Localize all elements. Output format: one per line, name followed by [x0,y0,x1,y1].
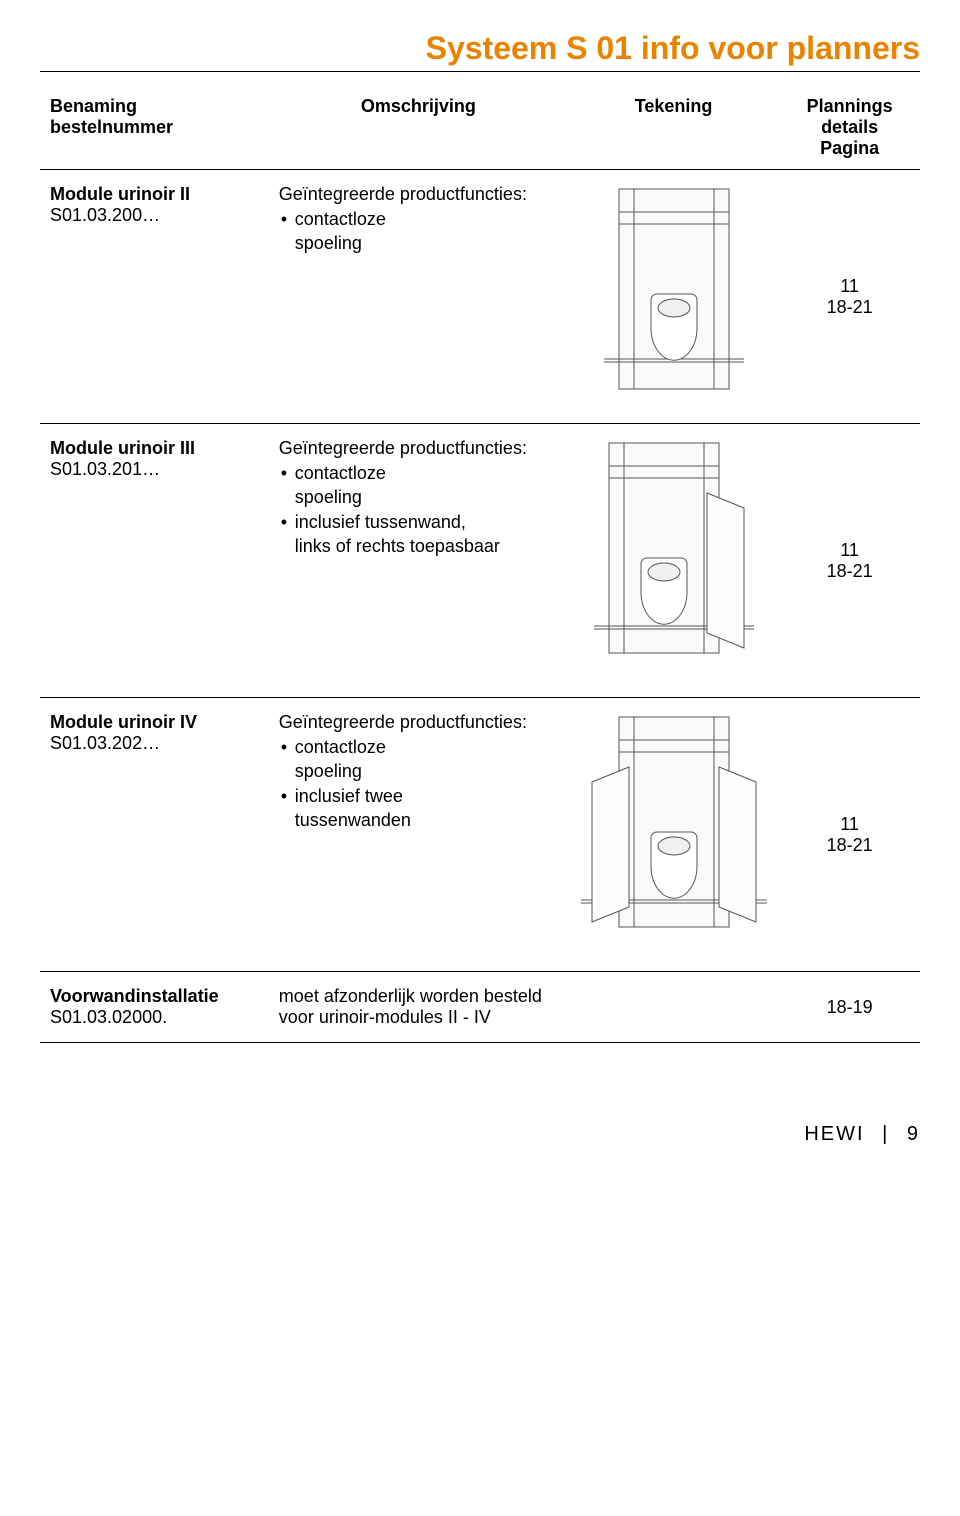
header-naming: Benaming bestelnummer [40,90,269,170]
desc-heading: Geïntegreerde productfuncties: [279,712,558,733]
desc-heading: Geïntegreerde productfuncties: [279,438,558,459]
header-planning-l1: Plannings [807,96,893,116]
urinal-two-panels-icon [579,712,769,957]
product-table: Benaming bestelnummer Omschrijving Teken… [40,90,920,1043]
planning-page-b: 18-21 [789,297,910,318]
desc-text: spoeling [295,761,362,781]
page-footer: HEWI | 9 [40,1123,920,1146]
table-header-row: Benaming bestelnummer Omschrijving Teken… [40,90,920,170]
desc-list: contactloze spoeling inclusief twee tuss… [279,735,558,832]
desc-item: inclusief twee tussenwanden [279,784,558,833]
product-name: Voorwandinstallatie [50,986,259,1007]
header-planning: Plannings details Pagina [779,90,920,170]
product-name: Module urinoir II [50,184,259,205]
header-naming-l2: bestelnummer [50,117,173,137]
urinal-one-panel-icon [589,438,759,683]
desc-text: contactloze [295,737,386,757]
product-name: Module urinoir IV [50,712,259,733]
planning-page-b: 18-21 [789,561,910,582]
table-row: Module urinoir III S01.03.201… Geïntegre… [40,424,920,698]
desc-list: contactloze spoeling inclusief tussenwan… [279,461,558,558]
table-row: Voorwandinstallatie S01.03.02000. moet a… [40,972,920,1043]
table-row: Module urinoir II S01.03.200… Geïntegree… [40,170,920,424]
table-row: Module urinoir IV S01.03.202… Geïntegree… [40,698,920,972]
urinal-drawing-icon [599,184,749,409]
product-name: Module urinoir III [50,438,259,459]
header-description: Omschrijving [269,90,568,170]
desc-text: tussenwanden [295,810,411,830]
header-planning-l2: details [821,117,878,137]
planning-page-a: 11 [789,276,910,297]
header-drawing: Tekening [568,90,779,170]
planning-page-a: 11 [789,540,910,561]
desc-item: contactloze spoeling [279,207,558,256]
desc-text: spoeling [295,233,362,253]
desc-item: contactloze spoeling [279,461,558,510]
desc-item: contactloze spoeling [279,735,558,784]
desc-list: contactloze spoeling [279,207,558,256]
header-planning-l3: Pagina [820,138,879,158]
page-title: Systeem S 01 info voor planners [40,30,920,72]
desc-text: spoeling [295,487,362,507]
footer-page-number: 9 [907,1123,920,1145]
desc-heading: Geïntegreerde productfuncties: [279,184,558,205]
footer-sep-icon: | [882,1123,889,1145]
order-number: S01.03.02000. [50,1007,259,1028]
order-number: S01.03.201… [50,459,259,480]
desc-text: moet afzonderlijk worden besteld [279,986,558,1007]
planning-page-b: 18-19 [789,997,910,1018]
desc-text: contactloze [295,209,386,229]
desc-text: links of rechts toepasbaar [295,536,500,556]
header-naming-l1: Benaming [50,96,137,116]
order-number: S01.03.202… [50,733,259,754]
order-number: S01.03.200… [50,205,259,226]
desc-text: contactloze [295,463,386,483]
planning-page-a: 11 [789,814,910,835]
desc-text: inclusief tussenwand, [295,512,466,532]
footer-brand: HEWI [804,1123,864,1145]
planning-page-b: 18-21 [789,835,910,856]
desc-item: inclusief tussenwand, links of rechts to… [279,510,558,559]
desc-text: voor urinoir-modules II - IV [279,1007,558,1028]
desc-text: inclusief twee [295,786,403,806]
